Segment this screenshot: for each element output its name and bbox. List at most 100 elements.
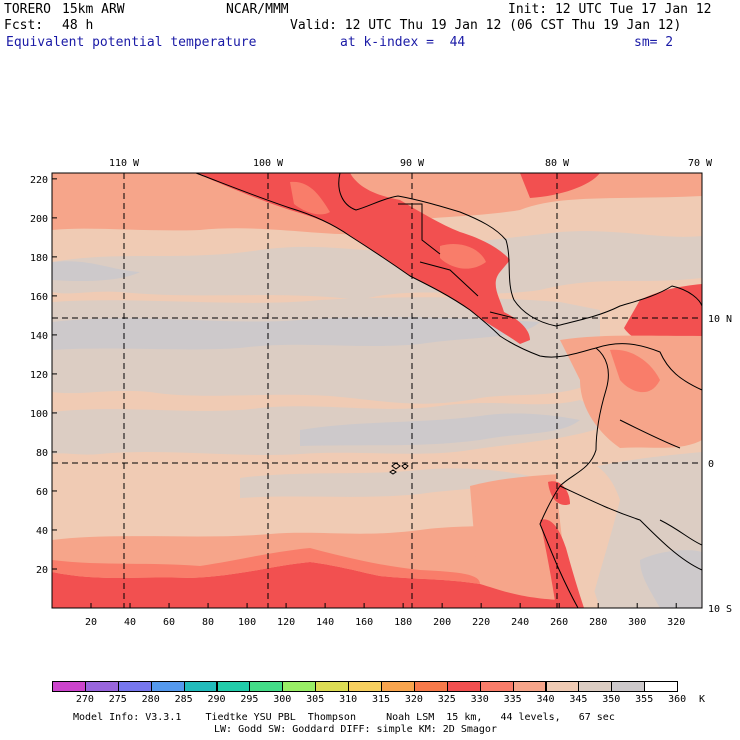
theta-e-350-band-north [52,231,702,300]
legend-swatch [578,681,613,692]
x-tick-label: 80 [202,617,214,628]
lon-label-100w: 100 W [253,158,284,169]
y-tick-label: 100 [30,409,48,420]
coastline-mexico-pacific [195,172,609,609]
theta-e-350-band-lower [240,468,530,498]
smoothing-info: sm= 2 [634,35,674,50]
legend-label: 330 [470,694,489,705]
theta-e-335-andes-east [610,349,660,393]
x-tick-label: 260 [550,617,568,628]
border-peru-brazil [559,485,703,571]
y-tick-label: 20 [36,565,48,576]
model-info: Model Info: V3.3.1 Tiedtke YSU PBL Thomp… [73,712,615,723]
legend-swatch [84,681,119,692]
x-tick-label: 140 [316,617,334,628]
legend-swatch [150,681,185,692]
coastline-caribbean [338,172,703,327]
legend-swatch [512,681,547,692]
legend-swatch [479,681,514,692]
legend-label: 270 [75,694,94,705]
x-tick-label: 60 [163,617,175,628]
theta-e-350-band-middle [52,297,600,404]
galapagos-islands [389,462,409,475]
theta-e-335-guatemala-core [440,243,486,269]
y-tick-label: 140 [30,331,48,342]
legend-label: 285 [174,694,193,705]
y-tick-label: 220 [30,175,48,186]
legend-swatch [348,681,382,692]
field-name: Equivalent potential temperature [6,35,257,50]
lat-label-10s: 10 S [708,604,732,615]
lat-label-equator: 0 [708,459,714,470]
border-colombia [595,343,703,449]
legend-swatch [183,681,218,692]
lat-lon-grid [52,173,702,608]
legend-unit: K [698,694,706,705]
theta-e-330-band-bottom [52,562,560,608]
valid-time: Valid: 12 UTC Thu 19 Jan 12 (06 CST Thu … [290,18,682,33]
lon-labels: 110 W 100 W 90 W 80 W 70 W [109,158,713,169]
x-tick-label: 320 [667,617,685,628]
legend-swatch [611,681,646,692]
x-tick-label: 200 [433,617,451,628]
legend-label: 295 [240,694,259,705]
lat-labels: 10 N 0 10 S [708,314,732,615]
legend-label: 290 [207,694,226,705]
legend-swatch [249,681,284,692]
legend-swatch [52,681,86,692]
border-central-america [419,261,515,319]
theta-e-330-ecuador [548,481,570,506]
x-axis: 20 40 60 80 100 120 140 160 180 200 220 240 260 280 30… [85,603,685,628]
theta-e-335-band-bottom-edge [52,548,480,584]
lon-label-70w: 70 W [688,158,713,169]
lon-label-110w: 110 W [109,158,140,169]
theta-e-355-band-middle [52,316,540,350]
border-brazil-bolivia [659,519,703,546]
legend-label: 335 [503,694,522,705]
forecast-hours: 48 h [62,18,94,33]
legend-swatch [216,681,251,692]
organization: NCAR/MMM [226,2,289,17]
model-name: TORERO [4,2,51,17]
legend-label: 360 [668,694,687,705]
legend-swatch [282,681,317,692]
lat-label-10n: 10 N [708,314,732,325]
legend-label: 300 [273,694,292,705]
model-resolution: 15km ARW [62,2,125,17]
legend-label: 325 [437,694,456,705]
legend-swatch [644,681,679,692]
legend-swatch [315,681,350,692]
x-tick-label: 20 [85,617,97,628]
legend-label: 340 [536,694,555,705]
theta-e-330-caribbean [520,173,600,198]
x-tick-label: 160 [355,617,373,628]
legend-label: 275 [108,694,127,705]
border-mexico-guatemala [398,203,441,255]
legend-swatch [545,681,580,692]
y-tick-label: 80 [36,448,48,459]
y-tick-label: 120 [30,370,48,381]
legend-label: 345 [569,694,588,705]
y-axis: 220 200 180 160 140 120 100 80 60 40 20 [30,175,57,576]
legend-swatch [381,681,415,692]
theta-e-field [52,173,702,608]
legend-label: 315 [371,694,391,705]
x-tick-label: 100 [238,617,256,628]
map-frame [51,172,703,609]
lon-label-80w: 80 W [545,158,570,169]
x-tick-label: 220 [472,617,490,628]
physics-info: LW: Godd SW: Goddard DIFF: simple KM: 2D… [214,724,497,735]
forecast-label: Fcst: [4,18,44,33]
legend-swatch [446,681,481,692]
theta-e-355-band-south [300,413,580,446]
init-time: Init: 12 UTC Tue 17 Jan 12 [508,2,712,17]
theta-e-335-mexico-core [290,181,330,215]
y-tick-label: 160 [30,292,48,303]
y-tick-label: 40 [36,526,48,537]
y-tick-label: 180 [30,253,48,264]
level-info: at k-index = 44 [340,35,466,50]
theta-e-355-band-north [52,261,140,282]
x-tick-label: 280 [589,617,607,628]
legend-label: 355 [635,694,654,705]
